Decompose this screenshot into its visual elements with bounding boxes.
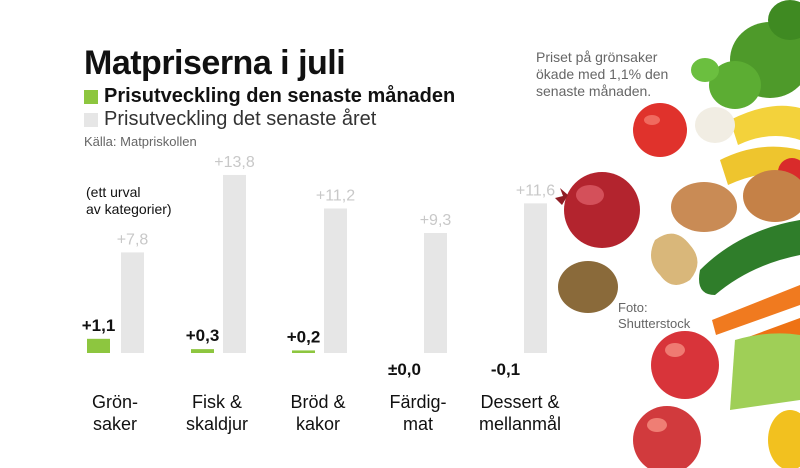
- value-label-year-4: +11,6: [516, 182, 555, 199]
- photo-credit-line1: Foto:: [618, 300, 648, 315]
- value-label-month-0: +1,1: [82, 316, 116, 335]
- bar-year-2: [324, 208, 347, 353]
- kiwi-illustration: [558, 261, 618, 313]
- legend-year: Prisutveckling det senaste året: [84, 108, 376, 131]
- value-label-year-3: +9,3: [420, 212, 452, 229]
- category-label-3-line1: Färdig-: [389, 392, 446, 412]
- photo-credit-line2: Shutterstock: [618, 316, 691, 331]
- side-note: Priset på grönsaker ökade med 1,1% den s…: [536, 49, 669, 99]
- potato-illustration: [671, 182, 737, 232]
- bar-year-4: [524, 203, 547, 353]
- value-label-month-4: -0,1: [491, 360, 520, 379]
- category-label-2-line2: kakor: [296, 414, 340, 434]
- garlic-illustration: [695, 107, 735, 143]
- category-label-1-line1: Fisk &: [192, 392, 242, 412]
- legend-month-label: Prisutveckling den senaste månaden: [104, 85, 456, 107]
- value-label-month-2: +0,2: [287, 327, 321, 346]
- legend-month-swatch: [84, 89, 98, 104]
- bar-month-2: [292, 350, 315, 353]
- chart-title: Matpriserna i juli: [84, 44, 346, 82]
- category-label-2-line1: Bröd &: [290, 392, 345, 412]
- banana-illustration: [730, 105, 800, 145]
- bar-year-1: [223, 174, 246, 353]
- subset-note-line1: (ett urval: [86, 184, 141, 200]
- bar-year-0: [121, 252, 144, 353]
- category-label-4-line1: Dessert &: [480, 392, 559, 412]
- carrot-illustration: [712, 285, 800, 335]
- value-label-year-0: +7,8: [117, 231, 149, 248]
- source-label: Källa: Matpriskollen: [84, 134, 197, 149]
- bar-month-1: [191, 349, 214, 353]
- legend-month: Prisutveckling den senaste månaden: [84, 85, 455, 108]
- bar-month-0: [87, 338, 110, 353]
- subset-note-line2: av kategorier): [86, 201, 172, 217]
- value-label-month-3: ±0,0: [388, 360, 421, 379]
- subset-note: (ett urval av kategorier): [86, 184, 172, 218]
- value-label-month-1: +0,3: [186, 326, 220, 345]
- category-label-3-line2: mat: [403, 414, 433, 434]
- category-label-4-line2: mellanmål: [479, 414, 561, 434]
- value-label-year-2: +11,2: [316, 188, 355, 205]
- legend-year-swatch: [84, 112, 98, 127]
- cucumber-illustration: [699, 220, 800, 295]
- category-label-1-line2: skaldjur: [186, 414, 248, 434]
- category-label-0-line1: Grön-: [92, 392, 138, 412]
- parsley-illustration: [691, 0, 800, 109]
- category-label-0-line2: saker: [93, 414, 137, 434]
- legend-year-label: Prisutveckling det senaste året: [104, 108, 377, 130]
- bar-year-3: [424, 233, 447, 353]
- photo-credit: Foto: Shutterstock: [618, 300, 690, 332]
- celery-illustration: [730, 333, 800, 410]
- ginger-illustration: [651, 233, 698, 285]
- value-label-year-1: +13,8: [214, 154, 255, 171]
